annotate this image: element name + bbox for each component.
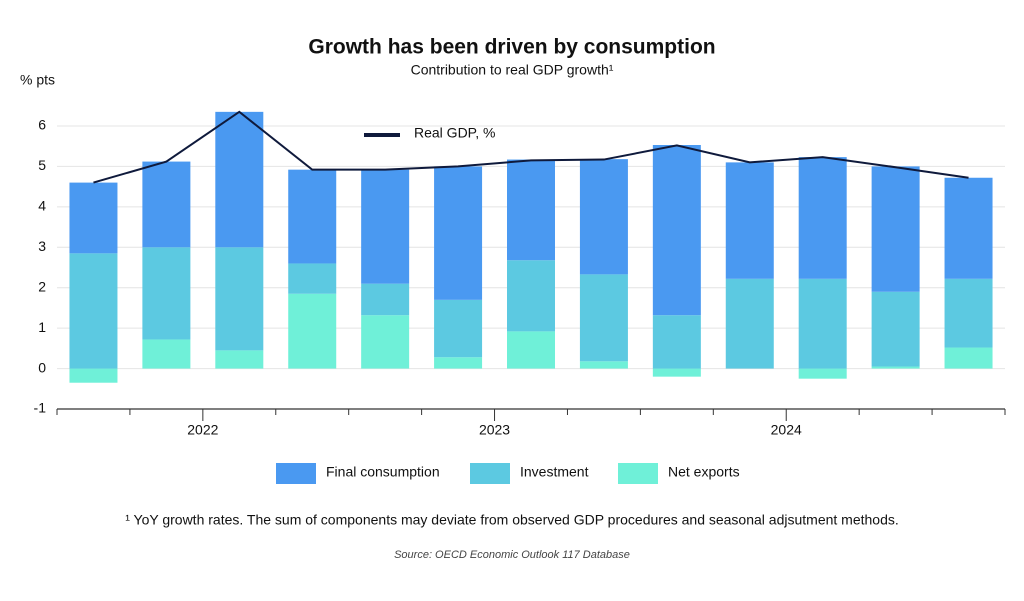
x-tick-label: 2023	[479, 422, 510, 438]
gdp-line	[93, 110, 969, 184]
bar-segment	[361, 283, 410, 316]
y-tick-label: 2	[38, 278, 46, 294]
bar-segment	[215, 247, 264, 351]
bar-segment	[579, 361, 628, 369]
bar-segment	[215, 350, 264, 369]
y-tick-label: 1	[38, 319, 46, 335]
y-tick-label: 0	[38, 359, 46, 375]
bar-segment	[579, 274, 628, 362]
legend-swatch	[276, 463, 316, 484]
bar-segment	[361, 315, 410, 369]
bar-segment	[288, 263, 337, 294]
bar-segment	[142, 339, 191, 369]
bar-segment	[579, 159, 628, 275]
legend-label: Net exports	[668, 464, 740, 480]
bar-segment	[871, 291, 920, 367]
bar-segment	[507, 331, 555, 369]
bar-segment	[434, 299, 483, 358]
bar-segment	[944, 278, 993, 348]
y-tick-label: 6	[38, 117, 46, 133]
bar-segment	[871, 166, 920, 292]
y-tick-label: -1	[34, 400, 47, 416]
y-tick-label: 4	[38, 198, 46, 214]
bar-segment	[142, 247, 191, 340]
bar-segment	[142, 161, 191, 248]
bar-segment	[944, 177, 993, 279]
chart-title: Growth has been driven by consumption	[308, 36, 715, 59]
bar-segment	[798, 278, 847, 369]
bar-segment	[434, 166, 483, 300]
bar-segment	[69, 182, 118, 254]
legend-swatch	[618, 463, 658, 484]
legend-label: Real GDP, %	[414, 125, 495, 141]
y-axis-label: % pts	[20, 72, 55, 88]
bar-segment	[798, 157, 847, 279]
legend-swatch	[470, 463, 510, 484]
bar-segment	[434, 357, 483, 369]
bar-segment	[652, 315, 701, 369]
source: Source: OECD Economic Outlook 117 Databa…	[394, 549, 630, 561]
legend-label: Final consumption	[326, 464, 440, 480]
bar-segment	[288, 293, 337, 369]
x-tick-label: 2024	[771, 422, 802, 438]
footnote: ¹ YoY growth rates. The sum of component…	[125, 512, 899, 528]
bar-segment	[507, 159, 555, 261]
bar-segment	[69, 253, 118, 369]
bar-segment	[871, 366, 920, 369]
bar-segment	[361, 169, 410, 284]
bar-segment	[798, 368, 847, 379]
bar-segment	[652, 145, 701, 316]
bar-segment	[215, 111, 264, 248]
bar-segment	[69, 368, 118, 383]
bar-segment	[288, 169, 337, 264]
bar-segment	[725, 278, 774, 369]
bar-segment	[725, 162, 774, 279]
legend-label: Investment	[520, 464, 589, 480]
y-tick-label: 5	[38, 157, 46, 173]
chart-subtitle: Contribution to real GDP growth¹	[411, 62, 614, 78]
y-tick-label: 3	[38, 238, 46, 254]
bar-segment	[652, 368, 701, 377]
x-tick-label: 2022	[187, 422, 218, 438]
bar-segment	[944, 347, 993, 369]
bar-segment	[507, 260, 555, 332]
